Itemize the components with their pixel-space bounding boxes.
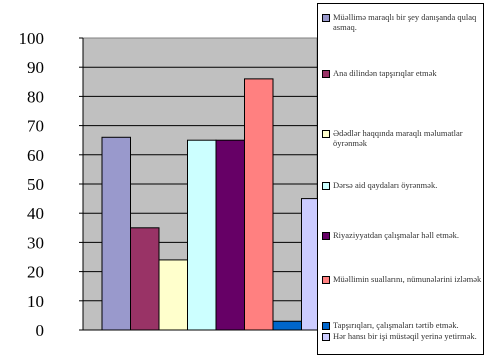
legend-label: Ana dilindən tapşırıqlar etmək [333,68,437,78]
bars [101,78,331,331]
y-tick-label: 90 [27,58,44,77]
legend: Müəllimə maraqlı bir şey danışanda qulaq… [317,3,484,355]
legend-swatch [322,14,330,22]
legend-swatch [322,130,330,138]
legend-item-5: Riyaziyyatdan çalışmalar həll etmək. [322,230,482,240]
bar-6 [244,78,274,331]
legend-swatch [322,333,330,341]
legend-swatch [322,232,330,240]
legend-label: Ədədlər haqqında maraqlı məlumatlar öyrə… [333,128,463,148]
legend-item-7: Tapşırıqları, çalışmaları tərtib etmək. [322,320,482,330]
bar-7 [272,320,302,331]
legend-swatch [322,182,330,190]
legend-swatch [322,322,330,330]
bar-5 [215,139,245,331]
legend-label: Müəllimə maraqlı bir şey danışanda qulaq… [333,12,477,32]
y-tick-label: 40 [27,204,44,223]
legend-item-2: Ana dilindən tapşırıqlar etmək [322,68,482,78]
y-tick-label: 30 [27,233,44,252]
y-tick-label: 0 [36,321,45,340]
legend-item-1: Müəllimə maraqlı bir şey danışanda qulaq… [322,12,482,32]
y-tick-label: 100 [19,29,45,48]
legend-item-3: Ədədlər haqqında maraqlı məlumatlar öyrə… [322,128,482,148]
legend-item-4: Dərsə aid qaydaları öyrənmək. [322,180,482,190]
legend-swatch [322,276,330,284]
y-tick-label: 70 [27,117,44,136]
y-tick-label: 80 [27,87,44,106]
legend-item-6: Müəllimin suallarını, nümunələrini izləm… [322,274,482,284]
bar-4 [187,139,217,331]
legend-item-8: Hər hansı bir işi müstəqil yerinə yetirm… [322,331,482,341]
legend-label: Dərsə aid qaydaları öyrənmək. [333,180,438,190]
y-tick-label: 10 [27,292,44,311]
legend-swatch [322,70,330,78]
bar-1 [101,136,131,331]
legend-label: Riyaziyyatdan çalışmalar həll etmək. [333,230,460,240]
y-tick-label: 60 [27,146,44,165]
y-tick-label: 50 [27,175,44,194]
y-tick-label: 20 [27,263,44,282]
bar-3 [158,259,188,331]
bar-2 [130,227,160,331]
legend-label: Hər hansı bir işi müstəqil yerinə yetirm… [333,331,477,341]
legend-label: Müəllimin suallarını, nümunələrini izləm… [333,274,482,284]
legend-label: Tapşırıqları, çalışmaları tərtib etmək. [333,320,459,330]
